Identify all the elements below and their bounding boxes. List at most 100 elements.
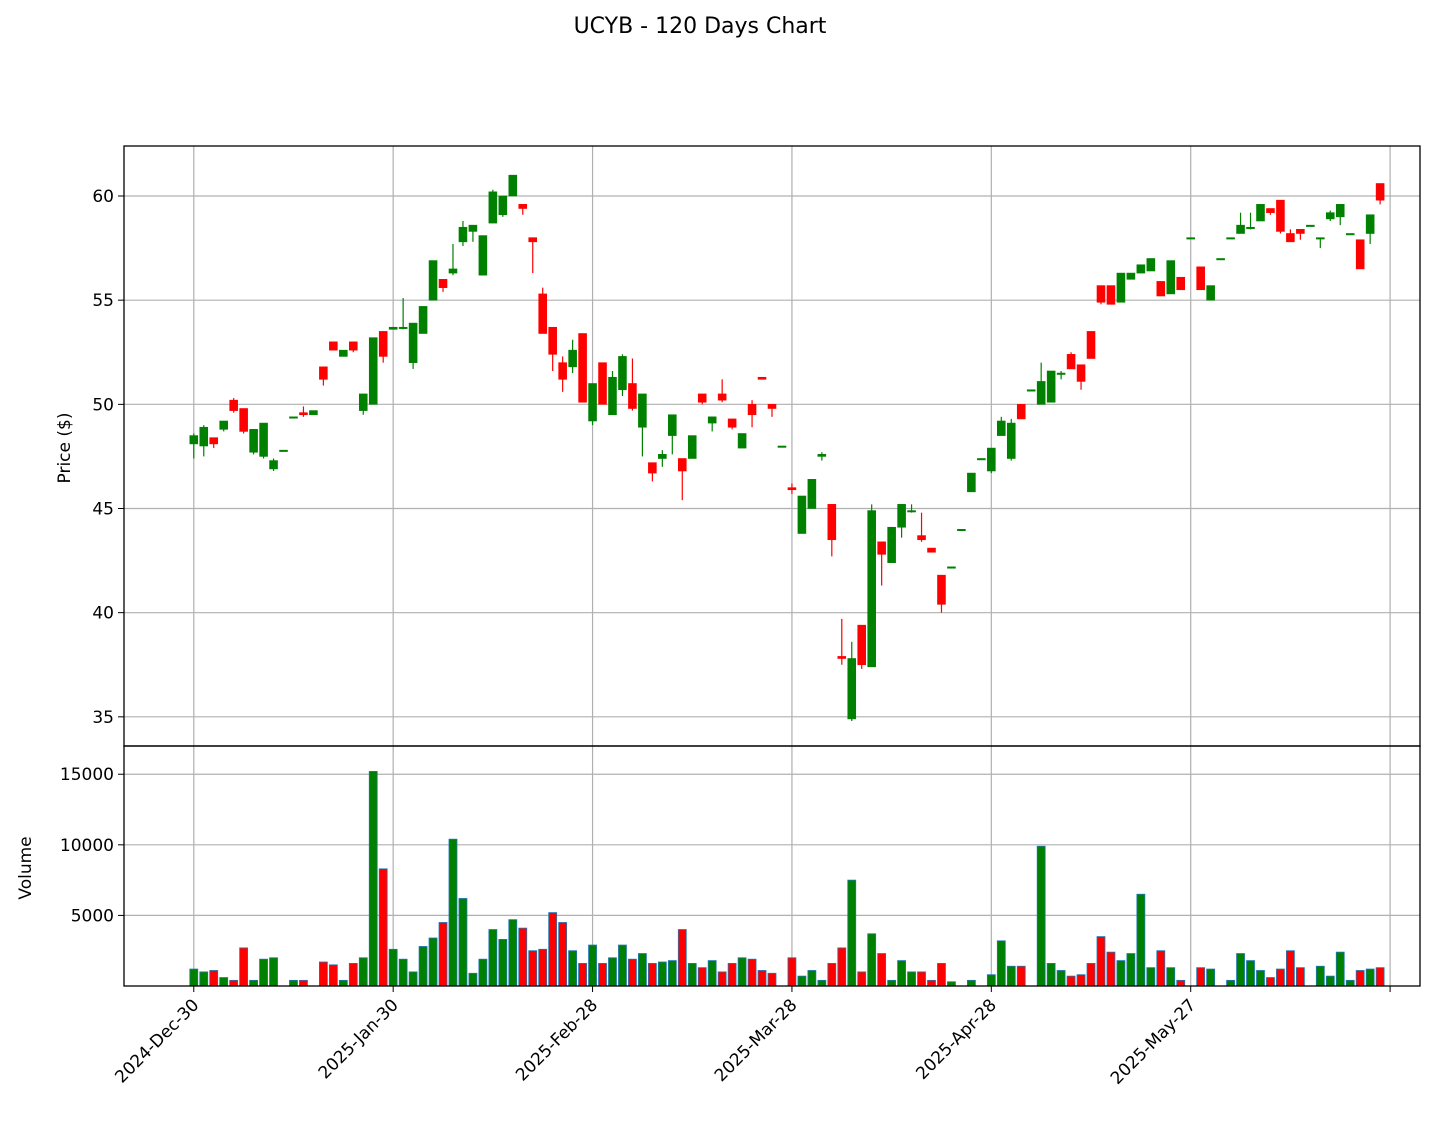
- volume-bar: [817, 979, 827, 987]
- volume-bar: [907, 971, 916, 987]
- candle-body: [1156, 281, 1166, 297]
- candle-body: [538, 293, 547, 334]
- candle-body: [518, 204, 528, 209]
- candle-body: [687, 435, 697, 459]
- candle-body: [199, 426, 209, 447]
- candle-body: [428, 260, 438, 301]
- x-tick-label: 2025-May-27: [1107, 995, 1200, 1088]
- candle-body: [309, 410, 318, 416]
- candle-body: [508, 174, 518, 197]
- candle-body: [388, 326, 398, 330]
- volume-bar: [847, 879, 857, 987]
- volume-bar: [418, 946, 428, 987]
- candle-body: [1216, 258, 1225, 261]
- volume-bar: [478, 958, 488, 987]
- price-axis-label: Price ($): [55, 413, 75, 484]
- volume-bar: [189, 968, 199, 987]
- candle-body: [1146, 258, 1156, 272]
- candle-body: [259, 422, 268, 457]
- candle-body: [1316, 237, 1325, 240]
- candle-body: [1375, 183, 1385, 201]
- candle-body: [269, 460, 278, 470]
- candle-body: [1056, 372, 1066, 375]
- candle-body: [478, 235, 488, 276]
- volume-bar: [428, 937, 438, 987]
- volume-bar: [608, 957, 617, 987]
- candle-body: [907, 510, 916, 513]
- candle-body: [319, 366, 328, 380]
- candle-body: [528, 237, 538, 243]
- candle-body: [837, 656, 847, 659]
- volume-bar: [488, 929, 498, 987]
- volume-bar: [408, 971, 418, 987]
- candle-body: [438, 279, 448, 288]
- candle-body: [448, 268, 458, 274]
- grid-layer: [124, 146, 1420, 986]
- volume-bar: [398, 958, 408, 987]
- volume-bar: [1355, 970, 1365, 987]
- candle-body: [727, 418, 737, 428]
- candle-body: [668, 414, 677, 436]
- volume-bar: [717, 971, 727, 987]
- volume-bar: [767, 972, 777, 987]
- volume-bar: [1345, 979, 1355, 987]
- candle-body: [189, 435, 199, 445]
- volume-bar: [578, 963, 587, 987]
- candle-body: [608, 376, 617, 416]
- price-axes-frame: [123, 145, 1421, 747]
- volume-bar: [249, 979, 258, 987]
- volume-bar: [1335, 951, 1345, 987]
- candle-body: [548, 326, 557, 355]
- volume-bar: [538, 948, 548, 987]
- candle-body: [1186, 237, 1195, 240]
- volume-bar: [618, 944, 627, 987]
- candle-body: [1345, 233, 1355, 236]
- candle-body: [249, 429, 258, 453]
- candle-body: [737, 433, 747, 449]
- volume-bar: [1196, 967, 1206, 987]
- price-tick-label: 35: [92, 708, 114, 728]
- candle-body: [418, 306, 428, 334]
- volume-bar: [1256, 970, 1265, 987]
- candle-body: [1256, 204, 1265, 222]
- volume-bar: [867, 933, 877, 987]
- x-tick-label: 2025-Jan-30: [315, 995, 403, 1083]
- candle-body: [1335, 204, 1345, 218]
- candle-body: [797, 495, 807, 534]
- candle-body: [638, 393, 647, 428]
- x-tick-label: 2025-Mar-28: [711, 995, 802, 1086]
- volume-bar: [1006, 965, 1016, 987]
- volume-bar: [1136, 893, 1146, 987]
- volume-bar: [1096, 936, 1106, 987]
- volume-bar: [757, 970, 767, 987]
- volume-bar: [1066, 975, 1076, 987]
- candle-body: [777, 445, 787, 448]
- volume-bar: [1365, 968, 1375, 987]
- volume-bar: [1106, 951, 1116, 987]
- volume-bar: [1276, 968, 1285, 987]
- candle-body: [1325, 212, 1335, 220]
- price-tick-label: 45: [92, 500, 114, 520]
- candle-body: [658, 454, 667, 459]
- candle-body: [1266, 208, 1275, 213]
- volume-bar: [588, 944, 597, 987]
- candle-body: [997, 420, 1006, 436]
- volume-bar: [1286, 950, 1295, 987]
- candle-body: [847, 658, 857, 720]
- candle-body: [1226, 237, 1235, 240]
- candle-body: [488, 191, 498, 224]
- candle-body: [947, 566, 956, 569]
- volume-bar: [1315, 965, 1325, 987]
- candle-body: [927, 547, 936, 553]
- candle-body: [1036, 381, 1046, 405]
- candle-body: [408, 322, 418, 363]
- volume-bar: [1036, 845, 1046, 987]
- candle-body: [648, 462, 657, 474]
- volume-bar: [996, 940, 1006, 987]
- volume-bar: [1266, 977, 1275, 987]
- volume-bar: [807, 970, 817, 987]
- volume-bar: [508, 919, 518, 987]
- volume-bar: [966, 979, 976, 987]
- volume-bar: [299, 979, 308, 987]
- volume-axis-label: Volume: [16, 836, 36, 899]
